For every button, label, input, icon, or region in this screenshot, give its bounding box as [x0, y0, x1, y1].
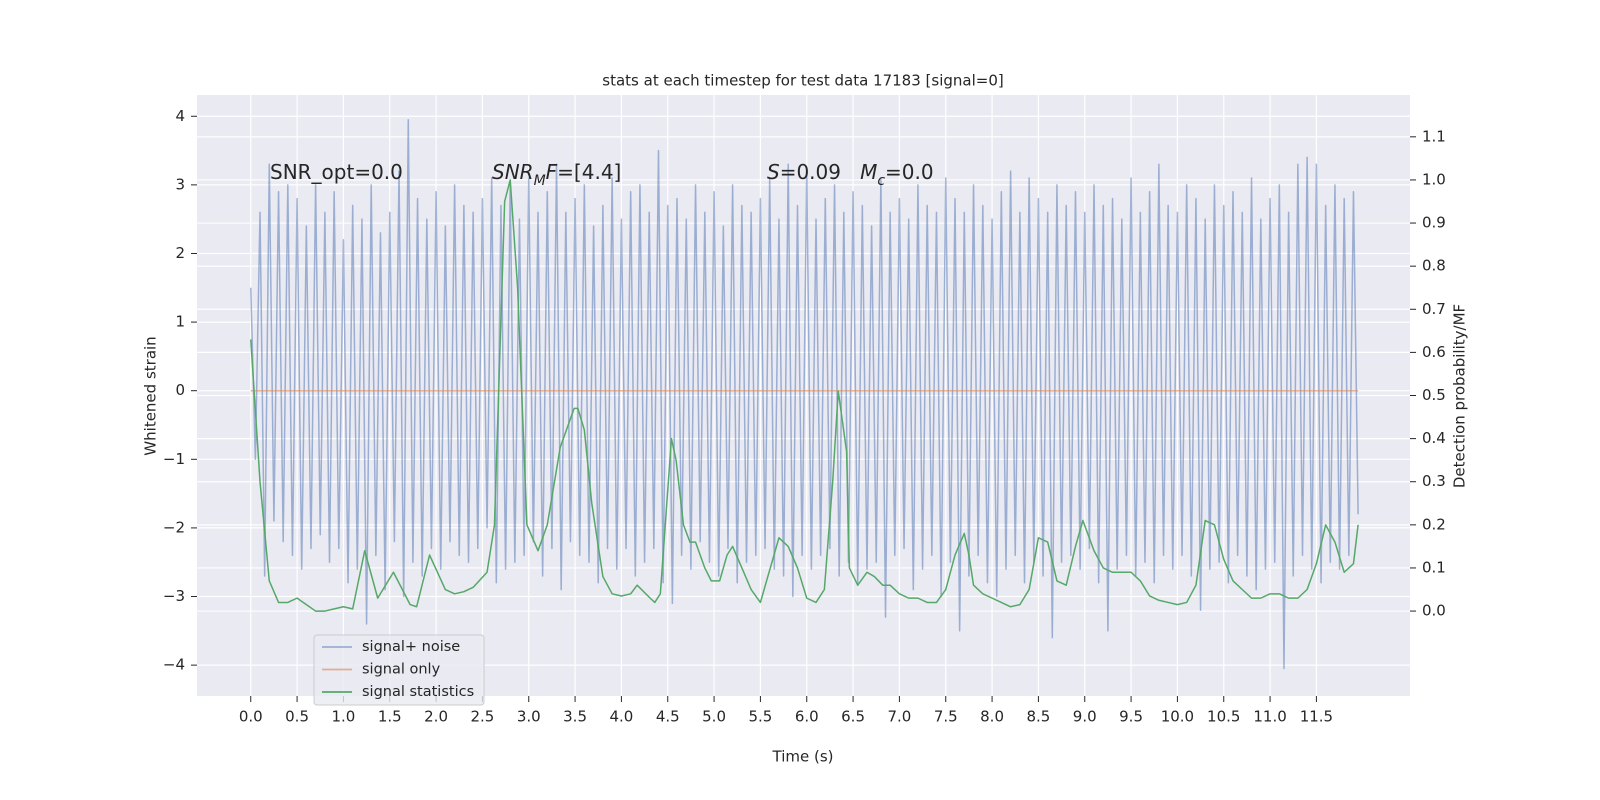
annotation-part: S: [767, 160, 780, 184]
x-tick-label: 7.5: [934, 708, 958, 726]
y-tick-label: −3: [163, 587, 185, 605]
x-tick-label: 5.5: [748, 708, 772, 726]
legend-label: signal+ noise: [362, 639, 460, 655]
y2-tick-label: 0.6: [1422, 343, 1446, 361]
x-tick-label: 10.5: [1207, 708, 1240, 726]
y2-axis-label: Detection probability/MF: [1451, 304, 1469, 488]
y-tick-label: 2: [175, 244, 185, 262]
y-tick-label: −1: [163, 450, 185, 468]
y-tick-label: 3: [175, 175, 185, 193]
x-tick-label: 2.0: [424, 708, 448, 726]
x-tick-label: 4.0: [609, 708, 633, 726]
legend-box: [313, 634, 485, 706]
y2-tick-label: 1.1: [1422, 127, 1446, 145]
annotation-part: M: [860, 160, 877, 184]
y2-tick-label: 0.0: [1422, 602, 1446, 620]
x-tick-label: 6.5: [841, 708, 865, 726]
legend-label: signal statistics: [362, 684, 474, 700]
annotation-part: M: [534, 173, 546, 189]
x-tick-label: 1.5: [378, 708, 402, 726]
annotation-part: F: [546, 160, 558, 184]
series-line: [250, 179, 1359, 612]
annotation-part: =0.09: [780, 160, 860, 184]
x-tick-label: 5.0: [702, 708, 726, 726]
legend-label: signal only: [362, 662, 441, 678]
x-tick-label: 11.5: [1300, 708, 1333, 726]
y-tick-label: −2: [163, 518, 185, 536]
x-tick-label: 8.5: [1026, 708, 1050, 726]
x-tick-label: 9.0: [1073, 708, 1097, 726]
annotation-part: SNR: [492, 160, 534, 184]
x-tick-label: 10.0: [1161, 708, 1194, 726]
x-tick-label: 3.5: [563, 708, 587, 726]
y-tick-label: −4: [163, 656, 185, 674]
chart-title: stats at each timestep for test data 171…: [602, 72, 1003, 90]
y2-tick-label: 0.4: [1422, 429, 1446, 447]
y2-tick-label: 0.9: [1422, 214, 1446, 232]
y2-tick-label: 0.1: [1422, 558, 1446, 576]
annotation-part: =0.0: [885, 160, 934, 184]
y2-tick-label: 1.0: [1422, 170, 1446, 188]
x-tick-label: 1.0: [331, 708, 355, 726]
annotation-part: =[4.4]: [557, 160, 621, 184]
y2-tick-label: 0.5: [1422, 386, 1446, 404]
y2-tick-label: 0.3: [1422, 472, 1446, 490]
x-tick-label: 11.0: [1253, 708, 1286, 726]
annotation-part: SNR_opt=0.0: [270, 160, 403, 184]
y2-tick-label: 0.2: [1422, 515, 1446, 533]
y-tick-label: 4: [175, 107, 185, 125]
y2-tick-label: 0.8: [1422, 257, 1446, 275]
y-axis-label: Whitened strain: [142, 336, 160, 455]
x-tick-label: 2.5: [470, 708, 494, 726]
y-tick-label: 0: [175, 381, 185, 399]
x-tick-label: 3.0: [517, 708, 541, 726]
x-tick-label: 0.0: [239, 708, 263, 726]
x-tick-label: 4.5: [656, 708, 680, 726]
x-tick-label: 8.0: [980, 708, 1004, 726]
x-tick-label: 6.0: [795, 708, 819, 726]
annotation: SNRMF=[4.4]: [492, 160, 621, 190]
x-tick-label: 9.5: [1119, 708, 1143, 726]
annotation-part: c: [877, 173, 885, 189]
series-line: [250, 118, 1359, 670]
annotation: S=0.09 Mc=0.0: [767, 160, 934, 190]
x-axis-label: Time (s): [772, 748, 834, 766]
annotation: SNR_opt=0.0: [270, 160, 403, 184]
x-tick-label: 7.0: [887, 708, 911, 726]
y2-tick-label: 0.7: [1422, 300, 1446, 318]
y-tick-label: 1: [175, 313, 185, 331]
x-tick-label: 0.5: [285, 708, 309, 726]
